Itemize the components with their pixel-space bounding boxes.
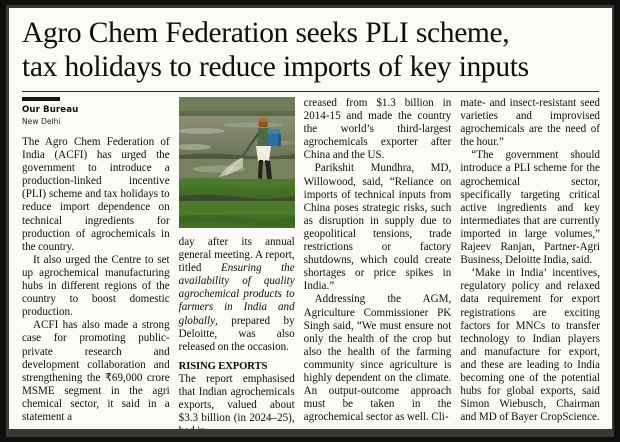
article-column-2: day after its annual general meeting. A … [178,97,295,429]
paragraph: Addressing the AGM, Agriculture Commissi… [303,293,452,424]
paragraph: The Agro Chem Federation of India (ACFI)… [22,136,170,253]
paragraph: ‘Make in India’ incentives, regulatory p… [460,267,600,424]
article-headline: Agro Chem Federation seeks PLI scheme, t… [22,17,599,84]
paragraph: Parikshit Mundhra, MD, Willowood, said, … [303,162,452,293]
paragraph: “The government should introduce a PLI s… [460,149,600,267]
article-column-3: creased from $1.3 billion in 2014-15 and… [304,97,452,423]
section-subhead: RISING EXPORTS [178,360,268,372]
farmer-figure [240,118,281,179]
article-columns: Our Bureau New Delhi The Agro Chem Feder… [22,97,600,429]
paragraph-text: day after its annual general meeting. A … [178,236,295,275]
article-photo [178,97,295,228]
farmer-spraying-pesticide-image [178,97,295,228]
byline-dateline: New Delhi [22,117,61,126]
paragraph: ACFI has also made a strong case for pro… [22,319,170,423]
article-column-4: mate- and insect-resistant seed varietie… [460,97,600,423]
byline-author: Our Bureau [22,105,79,115]
paragraph: creased from $1.3 billion in 2014-15 and… [303,97,452,162]
report-title-italic: Ensuring the availability of quality agr… [178,262,295,327]
paragraph: day after its annual general meeting. A … [179,236,295,354]
article-column-1: Our Bureau New Delhi The Agro Chem Feder… [22,97,170,423]
byline-rule [22,97,60,101]
headline-divider-rule [22,91,599,93]
paragraph: It also urged the Centre to set up agroc… [22,253,170,319]
headline-line-1: Agro Chem Federation seeks PLI scheme, [22,17,510,49]
paragraph-text: , prepared by Deloitte, was also release… [178,314,295,353]
paragraph: The report emphasised that Indian agroch… [178,372,295,429]
newspaper-clipping-page: Agro Chem Federation seeks PLI scheme, t… [9,8,612,429]
headline-line-2: tax holidays to reduce imports of key in… [22,50,529,83]
paragraph: mate- and insect-resistant seed varietie… [460,97,600,149]
